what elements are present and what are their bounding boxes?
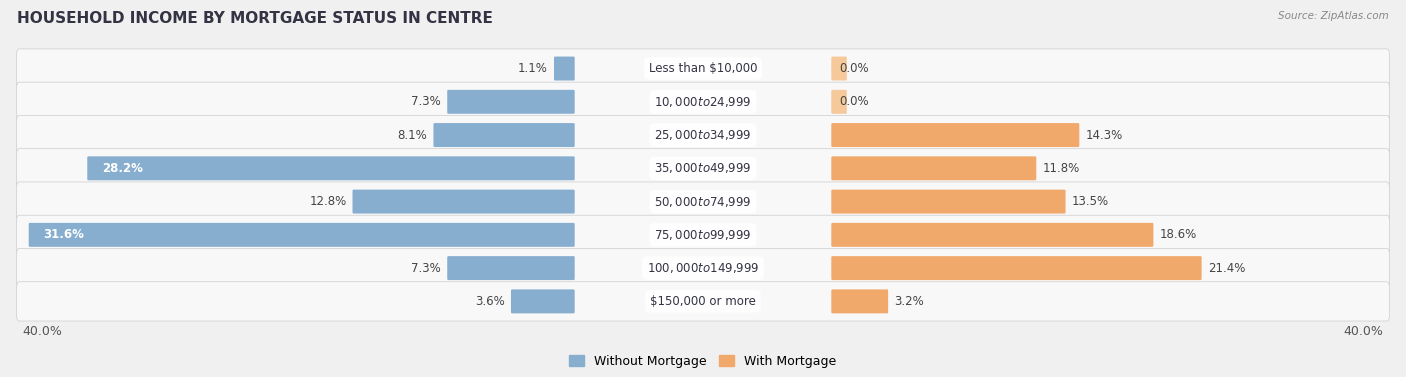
FancyBboxPatch shape (831, 90, 846, 114)
Text: 8.1%: 8.1% (398, 129, 427, 141)
FancyBboxPatch shape (87, 156, 575, 180)
Text: 1.1%: 1.1% (519, 62, 548, 75)
FancyBboxPatch shape (17, 49, 1389, 88)
Text: $100,000 to $149,999: $100,000 to $149,999 (647, 261, 759, 275)
FancyBboxPatch shape (831, 223, 1153, 247)
FancyBboxPatch shape (831, 290, 889, 313)
Legend: Without Mortgage, With Mortgage: Without Mortgage, With Mortgage (564, 349, 842, 372)
FancyBboxPatch shape (447, 90, 575, 114)
Text: $150,000 or more: $150,000 or more (650, 295, 756, 308)
Text: 7.3%: 7.3% (412, 95, 441, 108)
Text: $25,000 to $34,999: $25,000 to $34,999 (654, 128, 752, 142)
FancyBboxPatch shape (510, 290, 575, 313)
FancyBboxPatch shape (17, 248, 1389, 288)
FancyBboxPatch shape (831, 156, 1036, 180)
Text: Less than $10,000: Less than $10,000 (648, 62, 758, 75)
Text: 12.8%: 12.8% (309, 195, 346, 208)
Text: 0.0%: 0.0% (839, 62, 869, 75)
Text: $50,000 to $74,999: $50,000 to $74,999 (654, 195, 752, 208)
FancyBboxPatch shape (17, 282, 1389, 321)
Text: 40.0%: 40.0% (1344, 325, 1384, 338)
FancyBboxPatch shape (831, 57, 846, 81)
Text: 40.0%: 40.0% (22, 325, 62, 338)
FancyBboxPatch shape (831, 190, 1066, 213)
FancyBboxPatch shape (831, 256, 1202, 280)
Text: 3.6%: 3.6% (475, 295, 505, 308)
Text: 11.8%: 11.8% (1042, 162, 1080, 175)
Text: 13.5%: 13.5% (1071, 195, 1109, 208)
Text: 31.6%: 31.6% (44, 228, 84, 241)
FancyBboxPatch shape (831, 123, 1080, 147)
Text: HOUSEHOLD INCOME BY MORTGAGE STATUS IN CENTRE: HOUSEHOLD INCOME BY MORTGAGE STATUS IN C… (17, 11, 492, 26)
FancyBboxPatch shape (28, 223, 575, 247)
Text: 0.0%: 0.0% (839, 95, 869, 108)
FancyBboxPatch shape (17, 82, 1389, 121)
FancyBboxPatch shape (17, 115, 1389, 155)
Text: 18.6%: 18.6% (1160, 228, 1197, 241)
Text: $10,000 to $24,999: $10,000 to $24,999 (654, 95, 752, 109)
Text: 28.2%: 28.2% (101, 162, 143, 175)
Text: $35,000 to $49,999: $35,000 to $49,999 (654, 161, 752, 175)
Text: 14.3%: 14.3% (1085, 129, 1122, 141)
Text: 7.3%: 7.3% (412, 262, 441, 274)
FancyBboxPatch shape (554, 57, 575, 81)
FancyBboxPatch shape (17, 182, 1389, 221)
Text: $75,000 to $99,999: $75,000 to $99,999 (654, 228, 752, 242)
FancyBboxPatch shape (17, 215, 1389, 254)
FancyBboxPatch shape (433, 123, 575, 147)
FancyBboxPatch shape (447, 256, 575, 280)
Text: 3.2%: 3.2% (894, 295, 924, 308)
FancyBboxPatch shape (17, 149, 1389, 188)
FancyBboxPatch shape (353, 190, 575, 213)
Text: Source: ZipAtlas.com: Source: ZipAtlas.com (1278, 11, 1389, 21)
Text: 21.4%: 21.4% (1208, 262, 1246, 274)
